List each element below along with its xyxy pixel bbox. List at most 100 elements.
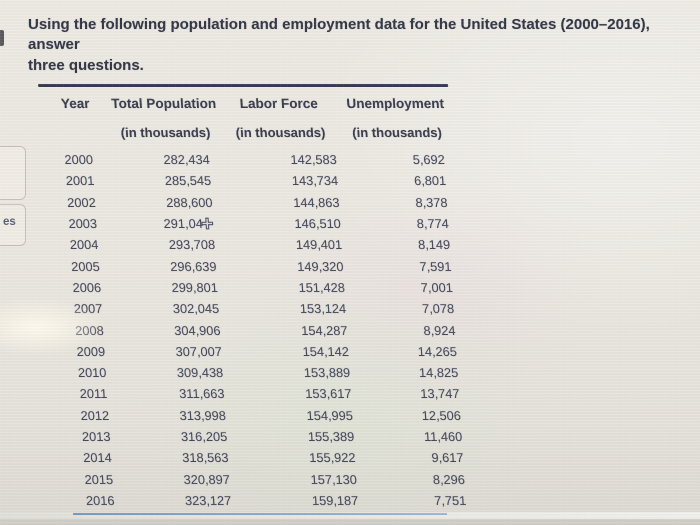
table-row: 2001 285,545 143,734 6,801	[43, 170, 454, 191]
cell-labor-force: 155,922	[308, 450, 356, 466]
cell-year: 2013	[81, 429, 111, 444]
header-total-population: Total Population	[110, 95, 217, 111]
cell-unemployment: 12,506	[421, 407, 462, 423]
cell-unemployment: 13,747	[419, 386, 460, 402]
cell-unemployment: 8,378	[414, 194, 448, 210]
header-labor-force: Labor Force	[239, 95, 319, 111]
cell-labor-force: 151,428	[298, 279, 346, 295]
table-subheader-row: (in thousands) (in thousands) (in thousa…	[40, 119, 452, 145]
cell-population: 323,127	[184, 492, 232, 508]
table-row: 2005 296,639 149,320 7,591	[49, 255, 460, 276]
question-text: Using the following population and emplo…	[28, 15, 688, 76]
subheader-labor-force: (in thousands)	[235, 124, 326, 140]
cell-unemployment: 5,692	[412, 152, 446, 168]
cell-labor-force: 154,995	[306, 407, 354, 423]
cell-year: 2004	[69, 237, 99, 253]
cell-labor-force: 149,320	[296, 258, 344, 274]
cell-year: 2003	[68, 216, 98, 232]
cell-unemployment: 8,296	[432, 471, 466, 487]
cell-labor-force: 155,389	[307, 429, 355, 444]
table-header-row: Year Total Population Labor Force Unempl…	[38, 87, 450, 119]
left-edge-button-fragment-top[interactable]	[0, 146, 26, 200]
cell-labor-force: 144,863	[292, 194, 340, 210]
table-row: 2014 318,563 155,922 9,617	[61, 447, 472, 468]
table-row: 2000 282,434 142,583 5,692	[42, 149, 453, 170]
cell-population: 291,04	[118, 216, 224, 231]
cell-population: 309,438	[176, 365, 224, 381]
cell-labor-force: 149,401	[295, 237, 343, 253]
cell-unemployment: 6,801	[413, 173, 447, 189]
question-line-1: Using the following population and emplo…	[28, 16, 650, 54]
table-body: 2000 282,434 142,583 5,692 2001 285,545 143,73…	[42, 149, 475, 511]
cell-population: 307,007	[175, 343, 223, 359]
cell-labor-force: 159,187	[311, 492, 359, 508]
cell-unemployment: 7,591	[418, 258, 452, 274]
cell-population: 304,906	[173, 322, 221, 338]
cell-unemployment: 8,149	[417, 237, 451, 253]
cell-unemployment: 7,751	[433, 492, 467, 508]
table-row: 2009 307,007 154,142 14,265	[54, 341, 465, 362]
cell-unemployment: 9,617	[431, 450, 464, 466]
cell-population: 316,205	[180, 429, 228, 444]
cell-year: 2000	[64, 152, 94, 168]
question-line-2: three questions.	[28, 56, 144, 74]
table-row: 2016 323,127 159,187 7,751	[64, 490, 475, 511]
photo-bottom-band	[0, 512, 700, 519]
cell-unemployment: 7,078	[421, 301, 455, 317]
cell-year: 2015	[84, 471, 114, 487]
header-unemployment: Unemployment	[345, 95, 445, 111]
cell-year: 2005	[70, 258, 101, 274]
cell-labor-force: 154,287	[300, 322, 348, 338]
cell-unemployment: 7,001	[420, 279, 454, 295]
cell-population: 318,563	[181, 450, 229, 466]
cell-year: 2014	[82, 450, 113, 466]
cell-year: 2010	[77, 365, 107, 381]
cell-unemployment: 8,924	[422, 322, 456, 338]
cell-population: 299,801	[171, 279, 219, 295]
left-edge-button-partial-label: es	[3, 216, 16, 228]
header-year: Year	[60, 95, 90, 111]
cell-population: 293,708	[168, 237, 216, 253]
subheader-total-population: (in thousands)	[120, 124, 211, 140]
cell-labor-force: 143,734	[291, 173, 339, 189]
table-row: 2015 320,897 157,130 8,296	[62, 468, 473, 489]
cell-population: 302,045	[172, 301, 220, 317]
cell-population: 285,545	[164, 173, 212, 189]
table-row: 2012 313,998 154,995 12,506	[58, 405, 469, 426]
cell-population: 311,663	[178, 386, 225, 402]
cell-year: 2012	[80, 407, 110, 423]
table-row: 2004 293,708 149,401 8,149	[47, 234, 458, 255]
table-row: 2002 288,600 144,863 8,378	[45, 192, 456, 213]
cell-labor-force: 146,510	[294, 216, 342, 232]
cell-unemployment: 8,774	[416, 216, 450, 232]
table-row: 2011 311,663 153,617 13,747	[57, 383, 468, 404]
subheader-unemployment: (in thousands)	[351, 124, 443, 140]
cell-population: 313,998	[179, 407, 227, 423]
cell-unemployment: 11,460	[423, 429, 463, 444]
cell-year: 2002	[66, 194, 97, 210]
cell-year: 2006	[72, 279, 102, 295]
cell-year: 2016	[85, 492, 115, 508]
cell-labor-force: 142,583	[290, 152, 338, 168]
cell-year: 2001	[65, 173, 95, 189]
cell-population: 296,639	[169, 258, 217, 274]
cell-labor-force: 153,889	[303, 365, 351, 381]
left-edge-button-fragment-bottom[interactable]: es	[0, 204, 26, 246]
left-edge-mark	[0, 30, 4, 46]
cell-population: 320,897	[183, 471, 231, 487]
table-row: 2010 309,438 153,889 14,825	[55, 362, 466, 383]
table-row: 2013 316,205 155,389 11,460	[60, 426, 471, 447]
cell-labor-force: 153,124	[299, 301, 347, 317]
data-table: Year Total Population Labor Force Unempl…	[38, 84, 475, 516]
cell-year: 2011	[79, 386, 108, 402]
photo-bottom-edge	[0, 519, 700, 525]
plus-cursor-icon	[201, 217, 214, 230]
cell-unemployment: 14,265	[417, 343, 458, 359]
table-row: 2006 299,801 151,428 7,001	[50, 277, 461, 298]
cell-labor-force: 157,130	[310, 471, 358, 487]
cell-labor-force: 153,617	[304, 386, 352, 402]
cell-labor-force: 154,142	[302, 343, 350, 359]
cell-unemployment: 14,825	[418, 365, 459, 381]
